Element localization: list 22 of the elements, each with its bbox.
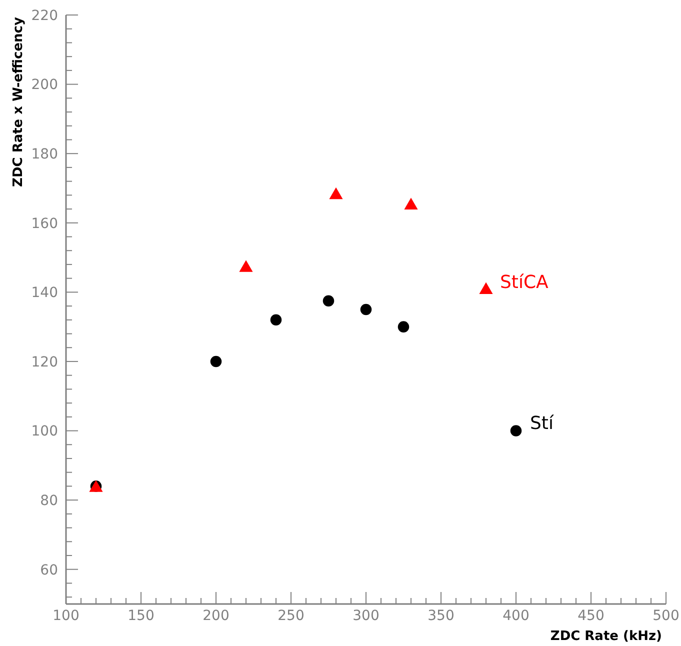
y-tick-label: 200 <box>31 77 58 94</box>
y-tick-label: 140 <box>31 285 58 302</box>
x-tick-label: 450 <box>578 608 604 624</box>
y-tick-label: 160 <box>31 216 58 232</box>
y-tick-label: 60 <box>40 562 58 578</box>
x-tick-label: 400 <box>502 608 530 624</box>
series-label: Stí <box>530 412 554 434</box>
y-tick-label: 120 <box>31 354 58 370</box>
x-tick-label: 300 <box>352 608 380 624</box>
x-tick-label: 350 <box>428 608 454 624</box>
x-tick-label: 100 <box>52 608 80 624</box>
y-tick-label: 80 <box>40 492 58 509</box>
x-tick-label: 150 <box>128 608 154 624</box>
y-tick-label: 220 <box>31 8 58 24</box>
x-axis-title: ZDC Rate (kHz) <box>550 629 662 644</box>
x-tick-label: 200 <box>202 608 230 624</box>
x-tick-label: 250 <box>278 608 304 624</box>
series-label: StíCA <box>500 272 550 294</box>
y-axis-title: ZDC Rate x W-efficency <box>11 16 26 187</box>
y-tick-label: 100 <box>31 424 58 440</box>
x-tick-label: 500 <box>652 608 680 624</box>
y-tick-label: 180 <box>31 146 58 162</box>
